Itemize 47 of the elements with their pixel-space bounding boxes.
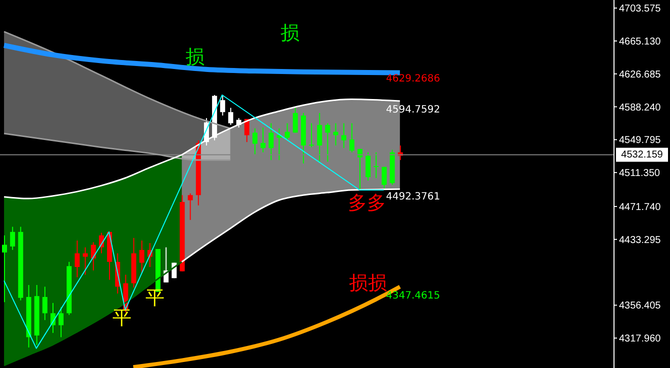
annotation: 4629.2686 [386,74,440,84]
y-tick-label: 4588.240 [619,102,662,114]
candlestick [2,234,7,303]
candlestick [292,107,298,134]
candlestick [58,306,64,338]
candlestick [252,128,258,156]
line-series [3,30,231,130]
candlestick [284,122,290,141]
annotation: 4492.3761 [386,192,440,202]
y-tick-label: 4317.960 [619,334,662,345]
y-tick-label: 4471.740 [619,202,662,214]
candlestick [42,286,48,321]
y-tick-label: 4665.130 [619,36,662,48]
annotation: 损损 [349,272,387,294]
candlestick [374,152,379,179]
annotation: 损 [186,46,204,68]
candlestick [74,240,80,278]
annotation: 平 [146,287,164,309]
candlestick [309,122,314,148]
candlestick [317,112,322,162]
candlestick [276,128,282,161]
line-series [3,132,231,161]
candlestick [188,192,193,220]
candlestick [366,152,371,182]
y-tick-label: 4549.795 [619,135,662,146]
candlestick [260,127,266,153]
y-tick-label: 4433.295 [619,234,662,246]
y-tick-label: 4356.405 [619,300,662,312]
candlestick [10,226,16,250]
annotation: 多多 [348,192,386,214]
candlestick [349,122,354,153]
candlestick [382,166,387,189]
candlestick [341,122,346,149]
candlestick [228,107,234,126]
line-series [4,94,384,349]
annotation: 损 [280,22,300,44]
ref-line-label: 4532.159 [621,149,664,160]
candlestick [139,240,144,274]
annotation: 4594.7592 [386,104,440,116]
annotation: 4347.4615 [386,290,440,302]
annotation: 平 [112,307,132,329]
candlestick [268,122,274,161]
candlestick [325,122,330,162]
y-tick-label: 4626.685 [619,69,662,80]
y-tick-label: 4703.575 [619,4,662,15]
y-tick-label: 4511.350 [619,168,660,180]
candlestick [220,94,226,116]
